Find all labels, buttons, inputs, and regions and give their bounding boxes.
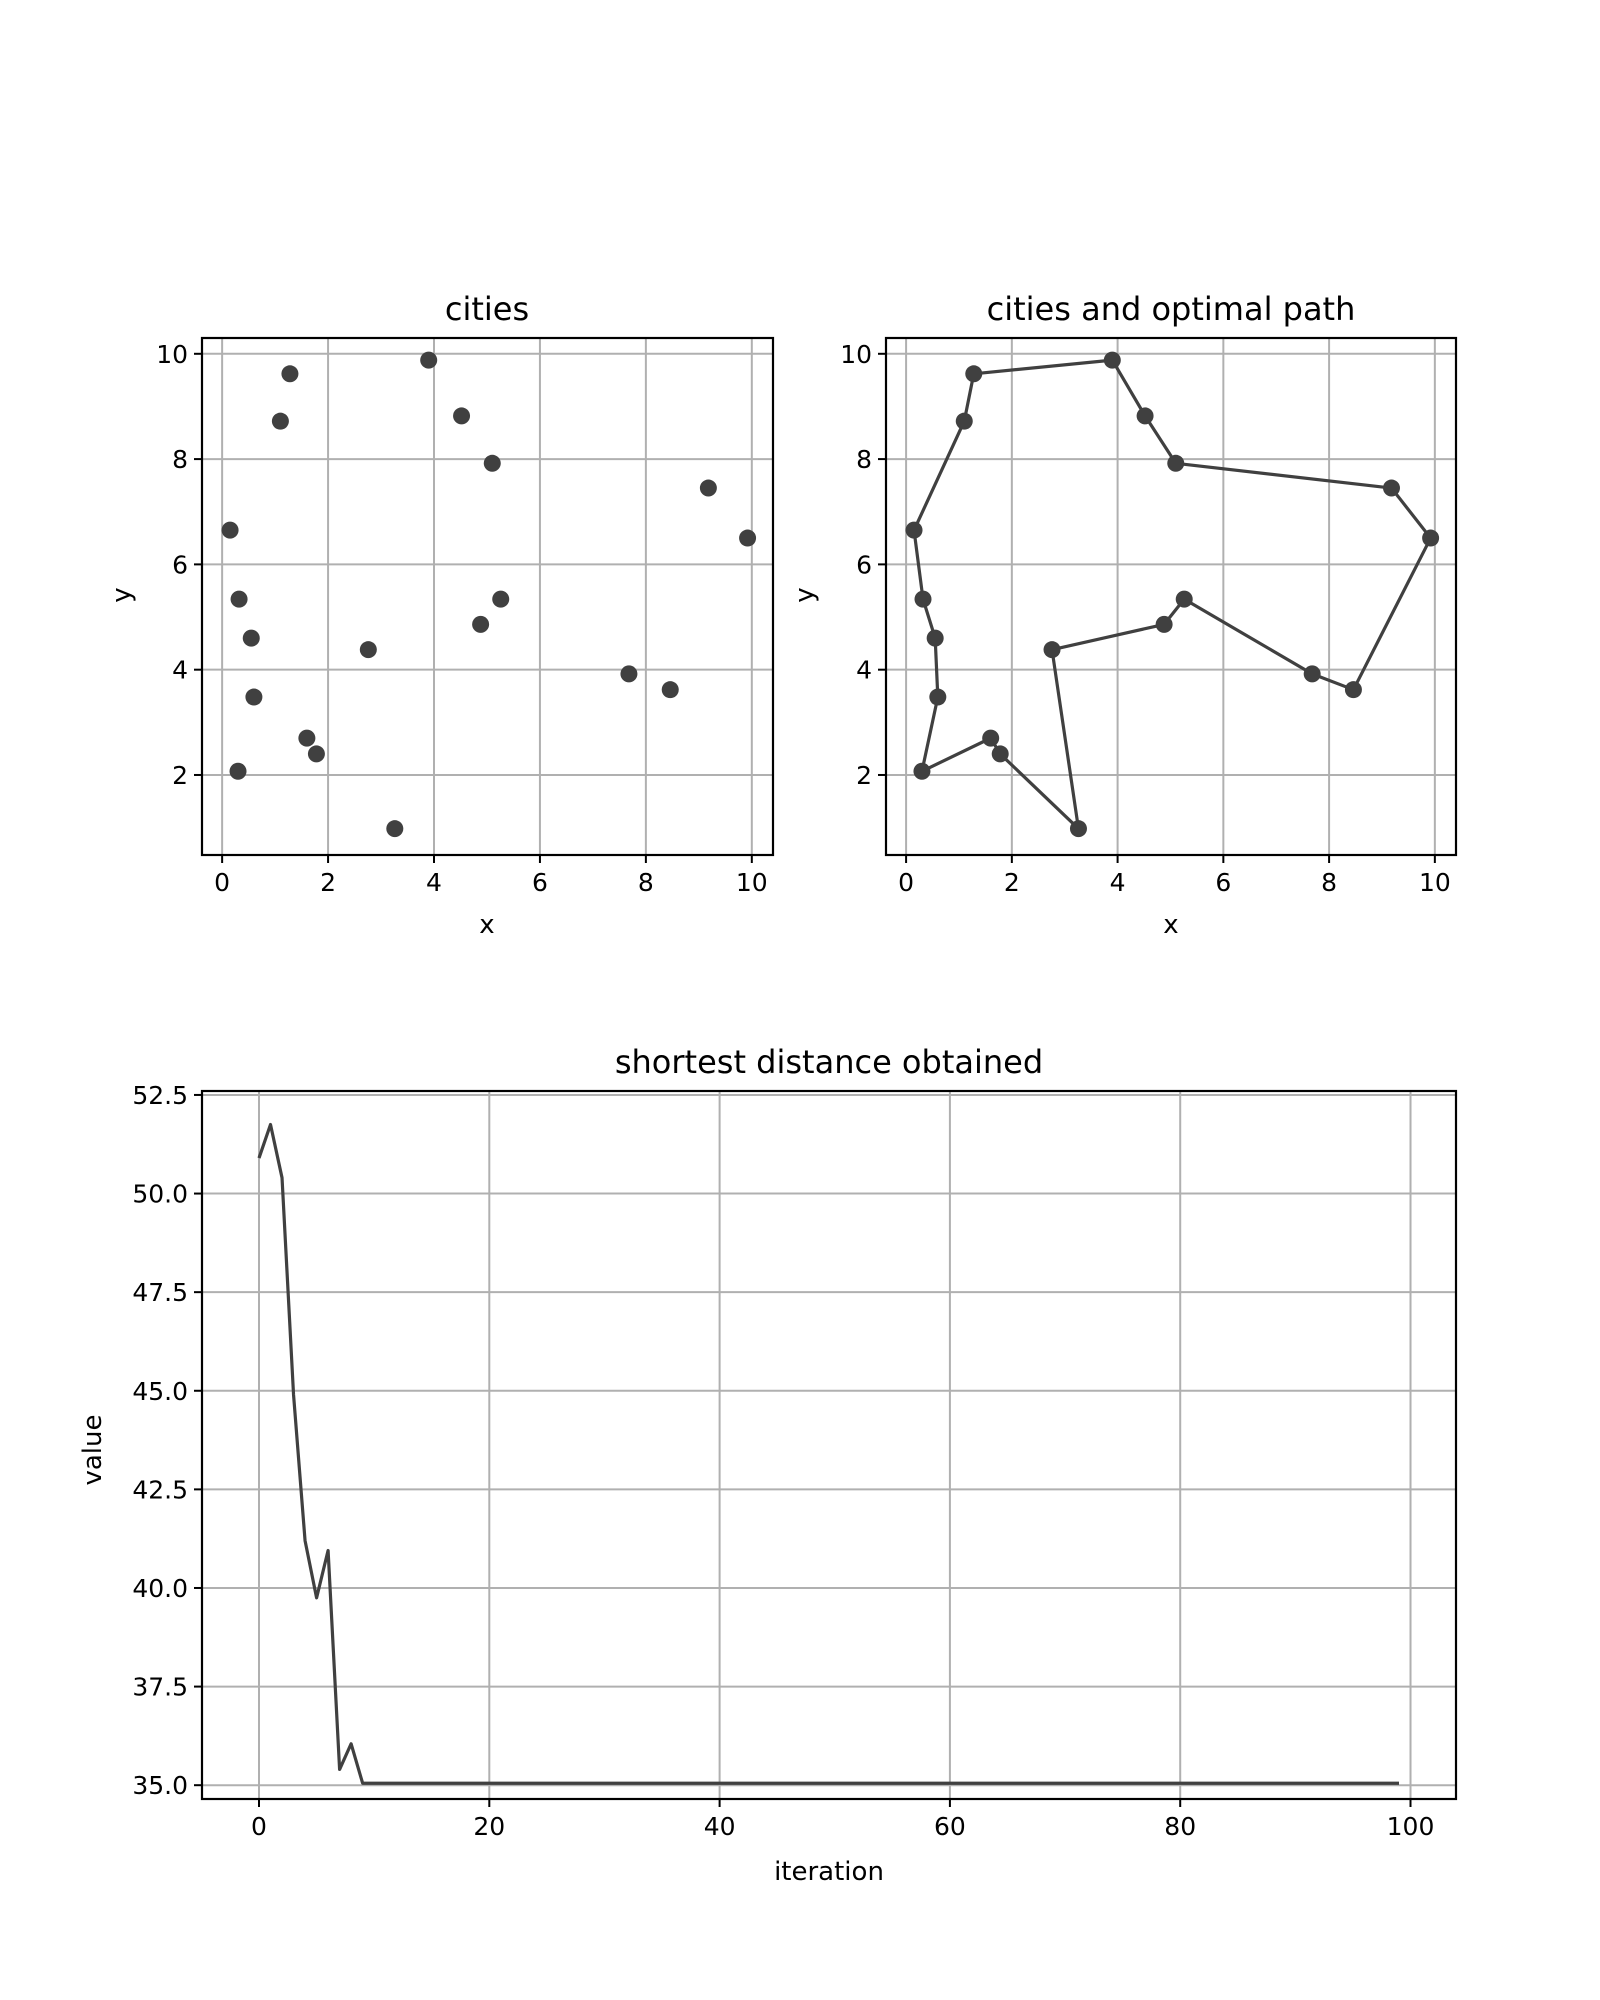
y-tick-label: 52.5 [132, 1081, 188, 1110]
chart-title: cities [445, 290, 529, 328]
city-point [699, 479, 717, 497]
city-point [359, 641, 377, 659]
city-point [965, 365, 983, 383]
city-point [905, 521, 923, 539]
city-point [281, 365, 299, 383]
y-tick-label: 6 [172, 550, 188, 579]
city-point [1344, 681, 1362, 699]
city-point [229, 762, 247, 780]
y-tick-label: 10 [156, 340, 188, 369]
y-tick-label: 40.0 [132, 1574, 188, 1603]
x-tick-label: 0 [251, 1812, 267, 1841]
city-point [982, 729, 1000, 747]
y-tick-label: 2 [172, 761, 188, 790]
x-axis-label: x [479, 910, 494, 940]
x-tick-label: 8 [638, 868, 654, 897]
city-point [739, 529, 757, 547]
city-point [929, 688, 947, 706]
y-axis-label: value [78, 1414, 108, 1485]
y-axis-label: y [107, 587, 137, 602]
x-tick-label: 100 [1387, 1812, 1435, 1841]
city-point [420, 351, 438, 369]
y-tick-label: 10 [840, 340, 872, 369]
y-tick-label: 4 [172, 656, 188, 685]
x-tick-label: 10 [736, 868, 768, 897]
city-point [472, 615, 490, 633]
tour-path-line [912, 358, 1433, 831]
city-point [926, 629, 944, 647]
city-point [955, 412, 973, 430]
plot-frame [884, 336, 1458, 857]
plot-frame [200, 1089, 1458, 1801]
y-tick-label: 2 [856, 761, 872, 790]
x-tick-label: 10 [1419, 868, 1451, 897]
x-tick-label: 2 [320, 868, 336, 897]
y-tick-label: 37.5 [132, 1673, 188, 1702]
city-point [1103, 351, 1121, 369]
x-tick-label: 6 [532, 868, 548, 897]
x-tick-label: 40 [704, 1812, 736, 1841]
chart-title: cities and optimal path [987, 290, 1356, 328]
city-point [245, 688, 263, 706]
city-point [1155, 615, 1173, 633]
x-tick-label: 4 [426, 868, 442, 897]
y-tick-label: 8 [856, 445, 872, 474]
cities-scatter-panel: cities x y 0 2 4 6 8 10 2 4 6 8 10 [107, 290, 775, 940]
city-point [913, 762, 931, 780]
y-tick-label: 6 [856, 550, 872, 579]
city-point [221, 521, 239, 539]
city-point [1175, 590, 1193, 608]
x-axis-label: x [1163, 910, 1178, 940]
y-tick-label: 50.0 [132, 1180, 188, 1209]
city-point [1303, 665, 1321, 683]
y-tick-label: 47.5 [132, 1278, 188, 1307]
distance-line-panel: shortest distance obtained iteration val… [78, 1043, 1458, 1887]
city-point [230, 590, 248, 608]
city-point [1422, 529, 1440, 547]
city-point [661, 681, 679, 699]
y-axis-label: y [790, 587, 820, 602]
x-axis-label: iteration [774, 1857, 884, 1887]
city-point [271, 412, 289, 430]
city-point [386, 820, 404, 838]
distance-series-line [257, 1122, 1399, 1785]
city-point [242, 629, 260, 647]
y-tick-label: 45.0 [132, 1377, 188, 1406]
city-point [620, 665, 638, 683]
city-point [483, 454, 501, 472]
city-point [991, 745, 1009, 763]
city-point [298, 729, 316, 747]
x-tick-label: 0 [898, 868, 914, 897]
optimal-path-panel: cities and optimal path x y 0 2 4 6 8 10 2 4 6 8 1… [790, 290, 1458, 940]
x-tick-label: 80 [1164, 1812, 1196, 1841]
plot-frame [200, 336, 775, 857]
x-tick-label: 20 [473, 1812, 505, 1841]
x-tick-label: 2 [1004, 868, 1020, 897]
x-tick-label: 4 [1110, 868, 1126, 897]
city-point [1043, 641, 1061, 659]
city-point [1167, 454, 1185, 472]
city-point [1136, 407, 1154, 425]
x-tick-label: 0 [214, 868, 230, 897]
city-point [453, 407, 471, 425]
chart-title: shortest distance obtained [615, 1043, 1043, 1081]
x-tick-label: 60 [934, 1812, 966, 1841]
x-tick-label: 8 [1321, 868, 1337, 897]
x-tick-label: 6 [1215, 868, 1231, 897]
city-point [1069, 820, 1087, 838]
y-tick-label: 35.0 [132, 1771, 188, 1800]
y-tick-label: 8 [172, 445, 188, 474]
city-point [307, 745, 325, 763]
city-point [914, 590, 932, 608]
city-point [492, 590, 510, 608]
y-tick-label: 4 [856, 656, 872, 685]
y-tick-label: 42.5 [132, 1475, 188, 1504]
city-point [1382, 479, 1400, 497]
